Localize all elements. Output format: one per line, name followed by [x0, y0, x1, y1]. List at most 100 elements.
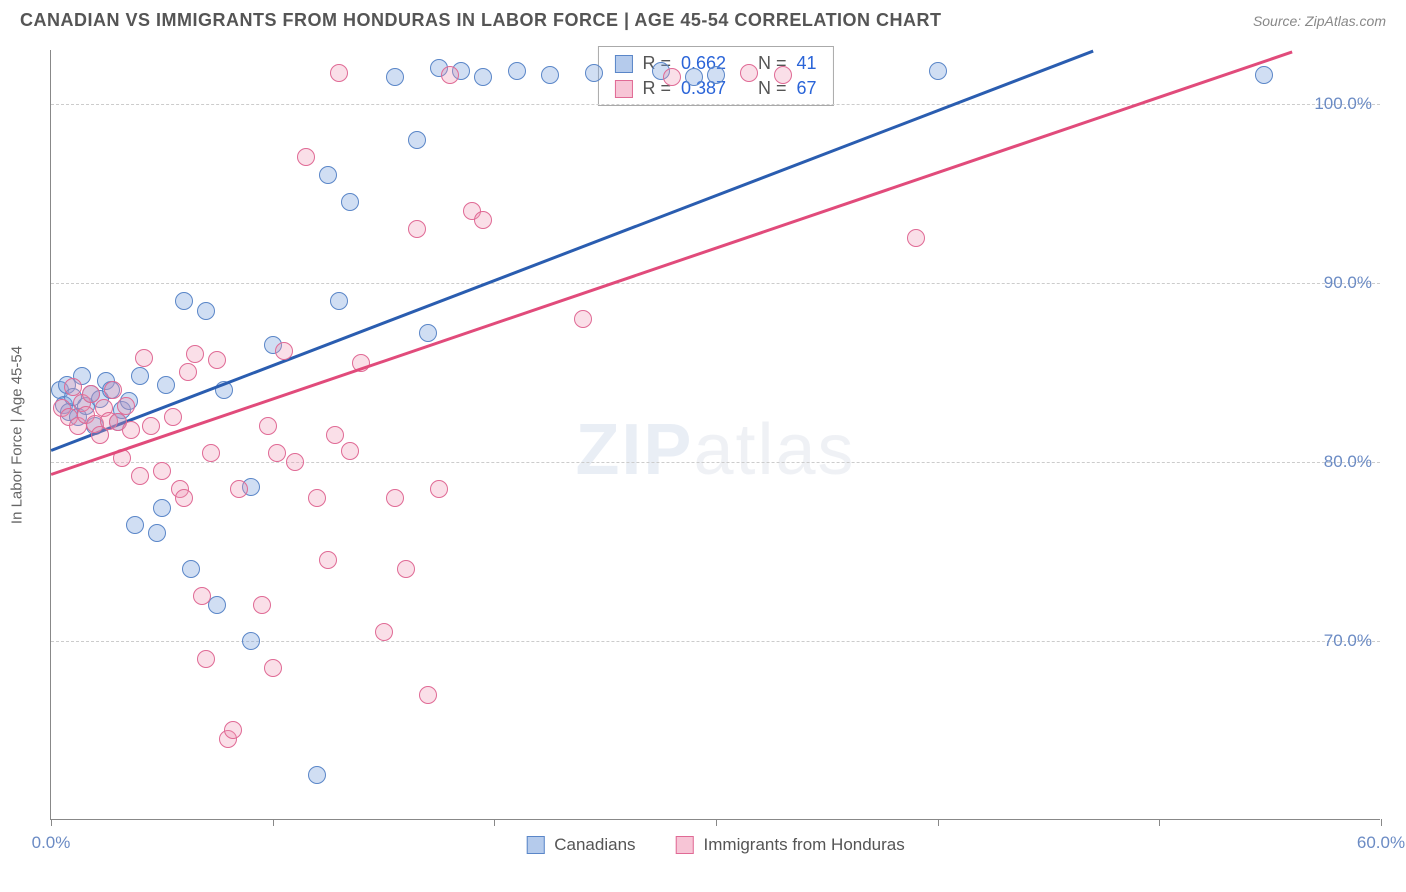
data-point [142, 417, 160, 435]
y-axis-label: In Labor Force | Age 45-54 [9, 345, 26, 523]
data-point [297, 148, 315, 166]
data-point [135, 349, 153, 367]
legend-label: Canadians [554, 835, 635, 855]
series-legend: Canadians Immigrants from Honduras [526, 835, 905, 855]
data-point [929, 62, 947, 80]
data-point [319, 166, 337, 184]
data-point [1255, 66, 1273, 84]
y-tick-label: 90.0% [1324, 273, 1372, 293]
data-point [330, 64, 348, 82]
data-point [341, 442, 359, 460]
data-point [264, 659, 282, 677]
legend-item: Immigrants from Honduras [676, 835, 905, 855]
data-point [286, 453, 304, 471]
data-point [740, 64, 758, 82]
watermark: ZIPatlas [575, 409, 855, 491]
data-point [308, 766, 326, 784]
data-point [117, 397, 135, 415]
x-tick [51, 819, 52, 826]
data-point [541, 66, 559, 84]
data-point [430, 480, 448, 498]
data-point [408, 220, 426, 238]
data-point [131, 467, 149, 485]
legend-item: Canadians [526, 835, 635, 855]
source-label: Source: ZipAtlas.com [1253, 13, 1386, 29]
series-swatch [614, 80, 632, 98]
correlation-chart: In Labor Force | Age 45-54 ZIPatlas R =0… [50, 50, 1380, 820]
data-point [208, 596, 226, 614]
data-point [574, 310, 592, 328]
data-point [242, 632, 260, 650]
data-point [386, 489, 404, 507]
x-tick [1159, 819, 1160, 826]
data-point [224, 721, 242, 739]
data-point [157, 376, 175, 394]
y-tick-label: 100.0% [1314, 94, 1372, 114]
data-point [907, 229, 925, 247]
data-point [308, 489, 326, 507]
data-point [186, 345, 204, 363]
x-tick [494, 819, 495, 826]
n-value: 67 [797, 78, 817, 99]
x-tick-label: 60.0% [1357, 833, 1405, 853]
data-point [707, 66, 725, 84]
data-point [341, 193, 359, 211]
n-value: 41 [797, 53, 817, 74]
data-point [419, 324, 437, 342]
data-point [175, 292, 193, 310]
legend-label: Immigrants from Honduras [704, 835, 905, 855]
series-swatch [526, 836, 544, 854]
data-point [474, 211, 492, 229]
data-point [182, 560, 200, 578]
data-point [197, 650, 215, 668]
gridline [51, 104, 1380, 105]
chart-title: CANADIAN VS IMMIGRANTS FROM HONDURAS IN … [20, 10, 942, 31]
data-point [397, 560, 415, 578]
data-point [275, 342, 293, 360]
data-point [474, 68, 492, 86]
data-point [202, 444, 220, 462]
data-point [774, 66, 792, 84]
data-point [122, 421, 140, 439]
data-point [164, 408, 182, 426]
data-point [330, 292, 348, 310]
series-swatch [614, 55, 632, 73]
data-point [441, 66, 459, 84]
trend-line [51, 50, 1293, 475]
data-point [153, 462, 171, 480]
y-tick-label: 80.0% [1324, 452, 1372, 472]
data-point [585, 64, 603, 82]
series-swatch [676, 836, 694, 854]
data-point [179, 363, 197, 381]
x-tick [938, 819, 939, 826]
data-point [82, 385, 100, 403]
data-point [148, 524, 166, 542]
data-point [193, 587, 211, 605]
x-tick [716, 819, 717, 826]
data-point [126, 516, 144, 534]
x-tick-label: 0.0% [32, 833, 71, 853]
gridline [51, 283, 1380, 284]
data-point [268, 444, 286, 462]
data-point [253, 596, 271, 614]
x-tick [1381, 819, 1382, 826]
data-point [104, 381, 122, 399]
data-point [326, 426, 344, 444]
data-point [259, 417, 277, 435]
data-point [419, 686, 437, 704]
data-point [508, 62, 526, 80]
data-point [408, 131, 426, 149]
data-point [208, 351, 226, 369]
data-point [685, 68, 703, 86]
x-tick [273, 819, 274, 826]
y-tick-label: 70.0% [1324, 631, 1372, 651]
data-point [663, 68, 681, 86]
data-point [175, 489, 193, 507]
data-point [386, 68, 404, 86]
data-point [131, 367, 149, 385]
data-point [375, 623, 393, 641]
trend-line [51, 50, 1094, 452]
data-point [153, 499, 171, 517]
gridline [51, 462, 1380, 463]
data-point [319, 551, 337, 569]
